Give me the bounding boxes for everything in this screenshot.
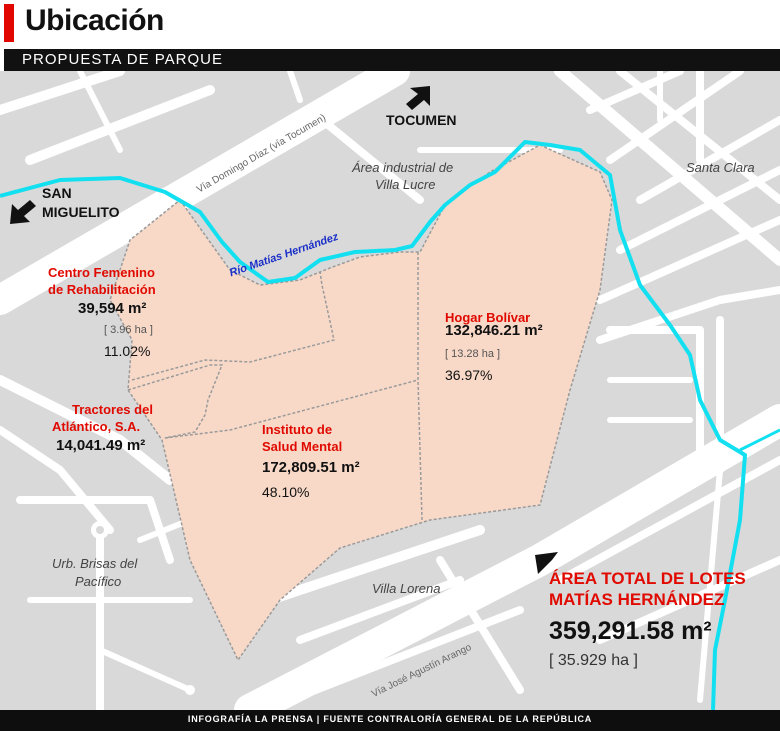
label-santa-clara: Santa Clara xyxy=(686,160,755,175)
label-tocumen: TOCUMEN xyxy=(386,112,457,128)
direction-arrows xyxy=(10,86,558,574)
park-lots xyxy=(109,144,613,662)
label-villa-lorena: Villa Lorena xyxy=(372,581,441,596)
total-title-1: ÁREA TOTAL DE LOTES xyxy=(549,569,746,588)
lot-centro-name-1: Centro Femenino xyxy=(48,265,155,280)
page-subtitle: PROPUESTA DE PARQUE xyxy=(22,51,223,68)
lot-tractores-name-2: Atlántico, S.A. xyxy=(52,419,141,434)
lot-tractores-area: 14,041.49 m² xyxy=(56,437,146,454)
lot-instituto-name-2: Salud Mental xyxy=(262,439,343,454)
lot-hogar-area: 132,846.21 m² xyxy=(445,322,543,339)
label-miguelito: MIGUELITO xyxy=(42,204,120,220)
page-title: Ubicación xyxy=(25,4,164,37)
lot-instituto-pct: 48.10% xyxy=(262,484,310,500)
footer-credits: INFOGRAFÍA LA PRENSA | FUENTE CONTRALORÍ… xyxy=(187,714,593,724)
arrow-san-miguelito-icon xyxy=(10,200,36,224)
footer-bar xyxy=(0,710,780,731)
lot-centro-area: 39,594 m² xyxy=(78,300,147,317)
total-area-value: 359,291.58 m² xyxy=(549,617,712,645)
label-area-industrial-1: Área industrial de xyxy=(352,160,454,175)
subtitle-bar xyxy=(4,49,780,71)
location-map xyxy=(0,71,780,710)
arrow-total-icon xyxy=(535,552,558,574)
lot-centro-name-2: de Rehabilitación xyxy=(48,282,156,297)
label-san: SAN xyxy=(42,185,72,201)
lot-tractores-name-1: Tractores del xyxy=(72,402,153,417)
label-urb-brisas-1: Urb. Brisas del xyxy=(52,556,138,571)
label-area-industrial-2: Villa Lucre xyxy=(375,177,436,192)
lot-hogar-ha: [ 13.28 ha ] xyxy=(445,348,501,360)
lot-hogar-pct: 36.97% xyxy=(445,367,493,383)
arrow-tocumen-icon xyxy=(406,86,430,110)
lot-instituto-name-1: Instituto de xyxy=(262,422,333,437)
lot-centro-pct: 11.02% xyxy=(104,343,151,359)
total-title-2: MATÍAS HERNÁNDEZ xyxy=(549,590,725,609)
lot-hogar-name: Hogar Bolívar xyxy=(445,310,531,325)
lot-centro-ha: [ 3.96 ha ] xyxy=(104,324,153,336)
title-accent-bar xyxy=(4,4,14,42)
river xyxy=(0,140,747,710)
lot-instituto-area: 172,809.51 m² xyxy=(262,459,360,476)
total-area-ha: [ 35.929 ha ] xyxy=(549,652,638,669)
label-urb-brisas-2: Pacífico xyxy=(75,574,122,589)
